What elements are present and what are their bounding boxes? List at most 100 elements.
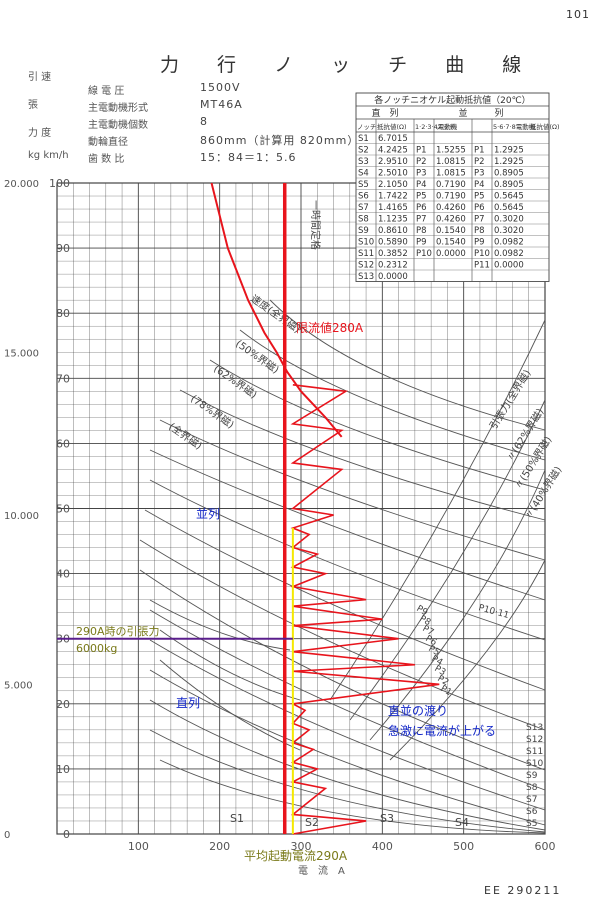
y-tick-label: 70 bbox=[56, 372, 70, 385]
table-cell: 0.3020 bbox=[494, 215, 524, 225]
table-cell: 0.0000 bbox=[436, 249, 466, 259]
y-tick-label: 50 bbox=[56, 503, 70, 516]
side-label-force-hint: 力 度 bbox=[28, 128, 52, 139]
x-tick-label: 300 bbox=[291, 840, 312, 853]
table-cell: 0.3852 bbox=[378, 249, 408, 259]
spec-key-voltage: 線 電 圧 bbox=[88, 86, 125, 97]
characteristic-curve bbox=[149, 599, 291, 651]
table-cell: P11 bbox=[474, 261, 490, 271]
x-tick-label: 500 bbox=[453, 840, 474, 853]
table-cell: P9 bbox=[416, 238, 427, 248]
parallel-notch-label: P4 bbox=[430, 654, 445, 668]
series-notch-right-label: S11 bbox=[526, 747, 543, 757]
table-cell: P4 bbox=[416, 180, 427, 190]
table-cell: 0.3020 bbox=[494, 226, 524, 236]
x-axis-label: 電 流 A bbox=[298, 866, 345, 877]
y2-tick-label: 20.000 bbox=[4, 179, 39, 190]
series-label: 直列 bbox=[176, 696, 200, 710]
table-cell: 1.2925 bbox=[494, 157, 524, 167]
table-cell: S4 bbox=[358, 169, 369, 179]
page-number: 101 bbox=[566, 8, 590, 21]
characteristic-curve bbox=[149, 669, 546, 826]
spec-value-gear-ratio: 15：84＝1：5.6 bbox=[200, 151, 297, 164]
spec-key-wheel-diameter: 動輪直径 bbox=[88, 137, 128, 148]
spec-value-wheel-diameter: 860mm（計算用 820mm） bbox=[200, 134, 360, 147]
table-cell: 0.8905 bbox=[494, 169, 524, 179]
table-col-header: ノッチ bbox=[357, 123, 376, 131]
reference-code: EE 290211 bbox=[484, 884, 562, 897]
characteristic-curve bbox=[149, 639, 546, 811]
characteristic-curve bbox=[239, 329, 546, 461]
table-cell: S8 bbox=[358, 215, 369, 225]
spec-key-gear-ratio: 歯 数 比 bbox=[88, 154, 125, 165]
page-title: 力 行 ノ ッ チ 曲 線 bbox=[160, 54, 538, 76]
series-notch-right-label: S13 bbox=[526, 723, 543, 733]
table-cell: P4 bbox=[474, 180, 485, 190]
characteristic-curve bbox=[149, 449, 546, 601]
table-cell: S11 bbox=[358, 249, 374, 259]
resistance-table-title: 各ノッチニオケル起動抵抗値（20℃） bbox=[374, 94, 530, 106]
table-cell: 0.4260 bbox=[436, 203, 466, 213]
table-group-header: 並 列 bbox=[458, 107, 503, 119]
characteristic-curve bbox=[209, 359, 546, 491]
table-cell: P3 bbox=[474, 169, 485, 179]
table-cell: P2 bbox=[474, 157, 485, 167]
tractive-effort-value: 6000kg bbox=[76, 642, 117, 655]
table-cell: P7 bbox=[416, 215, 427, 225]
table-cell: P9 bbox=[474, 238, 485, 248]
characteristic-curve bbox=[179, 389, 546, 521]
table-cell: 4.2425 bbox=[378, 146, 408, 156]
table-cell: 1.4165 bbox=[378, 203, 408, 213]
characteristic-curve bbox=[139, 569, 546, 771]
table-cell: 0.1540 bbox=[436, 226, 466, 236]
y2-tick-label: 5.000 bbox=[4, 680, 33, 691]
characteristic-curve bbox=[144, 509, 546, 691]
table-cell: P5 bbox=[416, 192, 427, 202]
table-cell: 1.7422 bbox=[378, 192, 408, 202]
table-group-header: 直 列 bbox=[371, 107, 398, 119]
table-cell: S2 bbox=[358, 146, 369, 156]
spec-value-motor-count: 8 bbox=[200, 115, 208, 128]
table-cell: P7 bbox=[474, 215, 485, 225]
current-limit-label: 限流値280A bbox=[296, 320, 364, 335]
one-hour-rating-label: 一時間定格 bbox=[309, 200, 322, 250]
parallel-notch-label: P7 bbox=[421, 624, 436, 638]
x-tick-label: 400 bbox=[372, 840, 393, 853]
average-current-label: 平均起動電流290A bbox=[244, 849, 348, 863]
series-notch-right-label: S10 bbox=[526, 759, 543, 769]
parallel-notch-label: P6 bbox=[424, 634, 439, 648]
table-cell: P1 bbox=[474, 146, 485, 156]
x-tick-label: 200 bbox=[209, 840, 230, 853]
side-label-speed-hint: 引 速 bbox=[28, 72, 52, 83]
table-cell: 1.0815 bbox=[436, 157, 466, 167]
parallel-notch-label: P1 bbox=[439, 684, 454, 698]
table-cell: 1.0815 bbox=[436, 169, 466, 179]
y-tick-label: 20 bbox=[56, 698, 70, 711]
table-cell: 2.9510 bbox=[378, 157, 408, 167]
table-cell: 0.0000 bbox=[494, 261, 524, 271]
table-cell: P8 bbox=[416, 226, 427, 236]
characteristic-curve bbox=[149, 699, 546, 831]
tractive-effort-label: 290A時の引張力 bbox=[76, 624, 160, 638]
table-cell: S3 bbox=[358, 157, 369, 167]
characteristic-curve bbox=[369, 469, 546, 741]
series-notch-right-label: S8 bbox=[526, 783, 538, 793]
transition-label: 直並の渡り bbox=[388, 703, 448, 718]
spec-value-motor-type: MT46A bbox=[200, 98, 243, 111]
table-cell: P6 bbox=[416, 203, 427, 213]
characteristic-curve bbox=[139, 539, 546, 731]
table-col-header: 抵抗値(Ω) bbox=[377, 122, 407, 131]
table-cell: P3 bbox=[416, 169, 427, 179]
table-cell: 0.0000 bbox=[378, 272, 408, 282]
table-cell: P1 bbox=[416, 146, 427, 156]
y-tick-label: 60 bbox=[56, 437, 70, 450]
characteristic-curve bbox=[149, 729, 546, 833]
series-notch-right-label: S9 bbox=[526, 771, 538, 781]
table-col-header: 抵抗値(Ω) bbox=[530, 122, 560, 131]
table-cell: 0.5645 bbox=[494, 203, 524, 213]
series-notch-label: S1 bbox=[230, 812, 244, 825]
table-cell: P10 bbox=[474, 249, 490, 259]
parallel-notch-label: P5 bbox=[427, 644, 442, 658]
characteristic-curve bbox=[389, 559, 546, 761]
series-notch-label: S3 bbox=[380, 812, 394, 825]
